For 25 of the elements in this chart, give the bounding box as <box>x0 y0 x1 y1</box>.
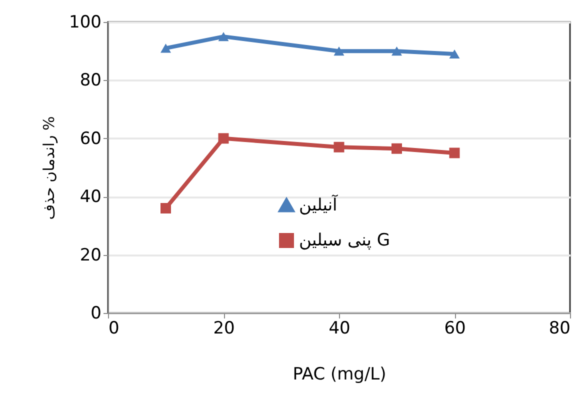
point <box>160 202 171 214</box>
point <box>218 133 229 144</box>
y-tick-label: 80 <box>80 70 102 91</box>
point <box>218 32 229 42</box>
point <box>392 46 402 56</box>
y-axis-title: راندمان حذف % <box>40 116 58 220</box>
point <box>334 142 344 152</box>
point <box>160 44 171 53</box>
point <box>334 46 344 56</box>
y-tick-label: 20 <box>80 245 102 266</box>
y-tick-label: 100 <box>69 12 102 32</box>
x-tick-label: 60 <box>444 318 466 338</box>
y-tick-label: 0 <box>90 304 102 324</box>
point <box>449 148 460 158</box>
x-tick-label: 20 <box>213 318 235 338</box>
x-tick-label: 80 <box>548 318 570 338</box>
x-tick-label: 40 <box>328 318 350 338</box>
y-tick-label: 40 <box>80 187 102 208</box>
x-tick-label: 0 <box>108 318 120 338</box>
y-tick-label: 60 <box>80 128 102 149</box>
point <box>449 49 460 59</box>
legend-label: پنی سیلین G <box>299 230 390 250</box>
x-axis-title: PAC (mg/L) <box>292 364 386 384</box>
legend-label: آنیلین <box>299 194 339 216</box>
point <box>392 143 402 154</box>
